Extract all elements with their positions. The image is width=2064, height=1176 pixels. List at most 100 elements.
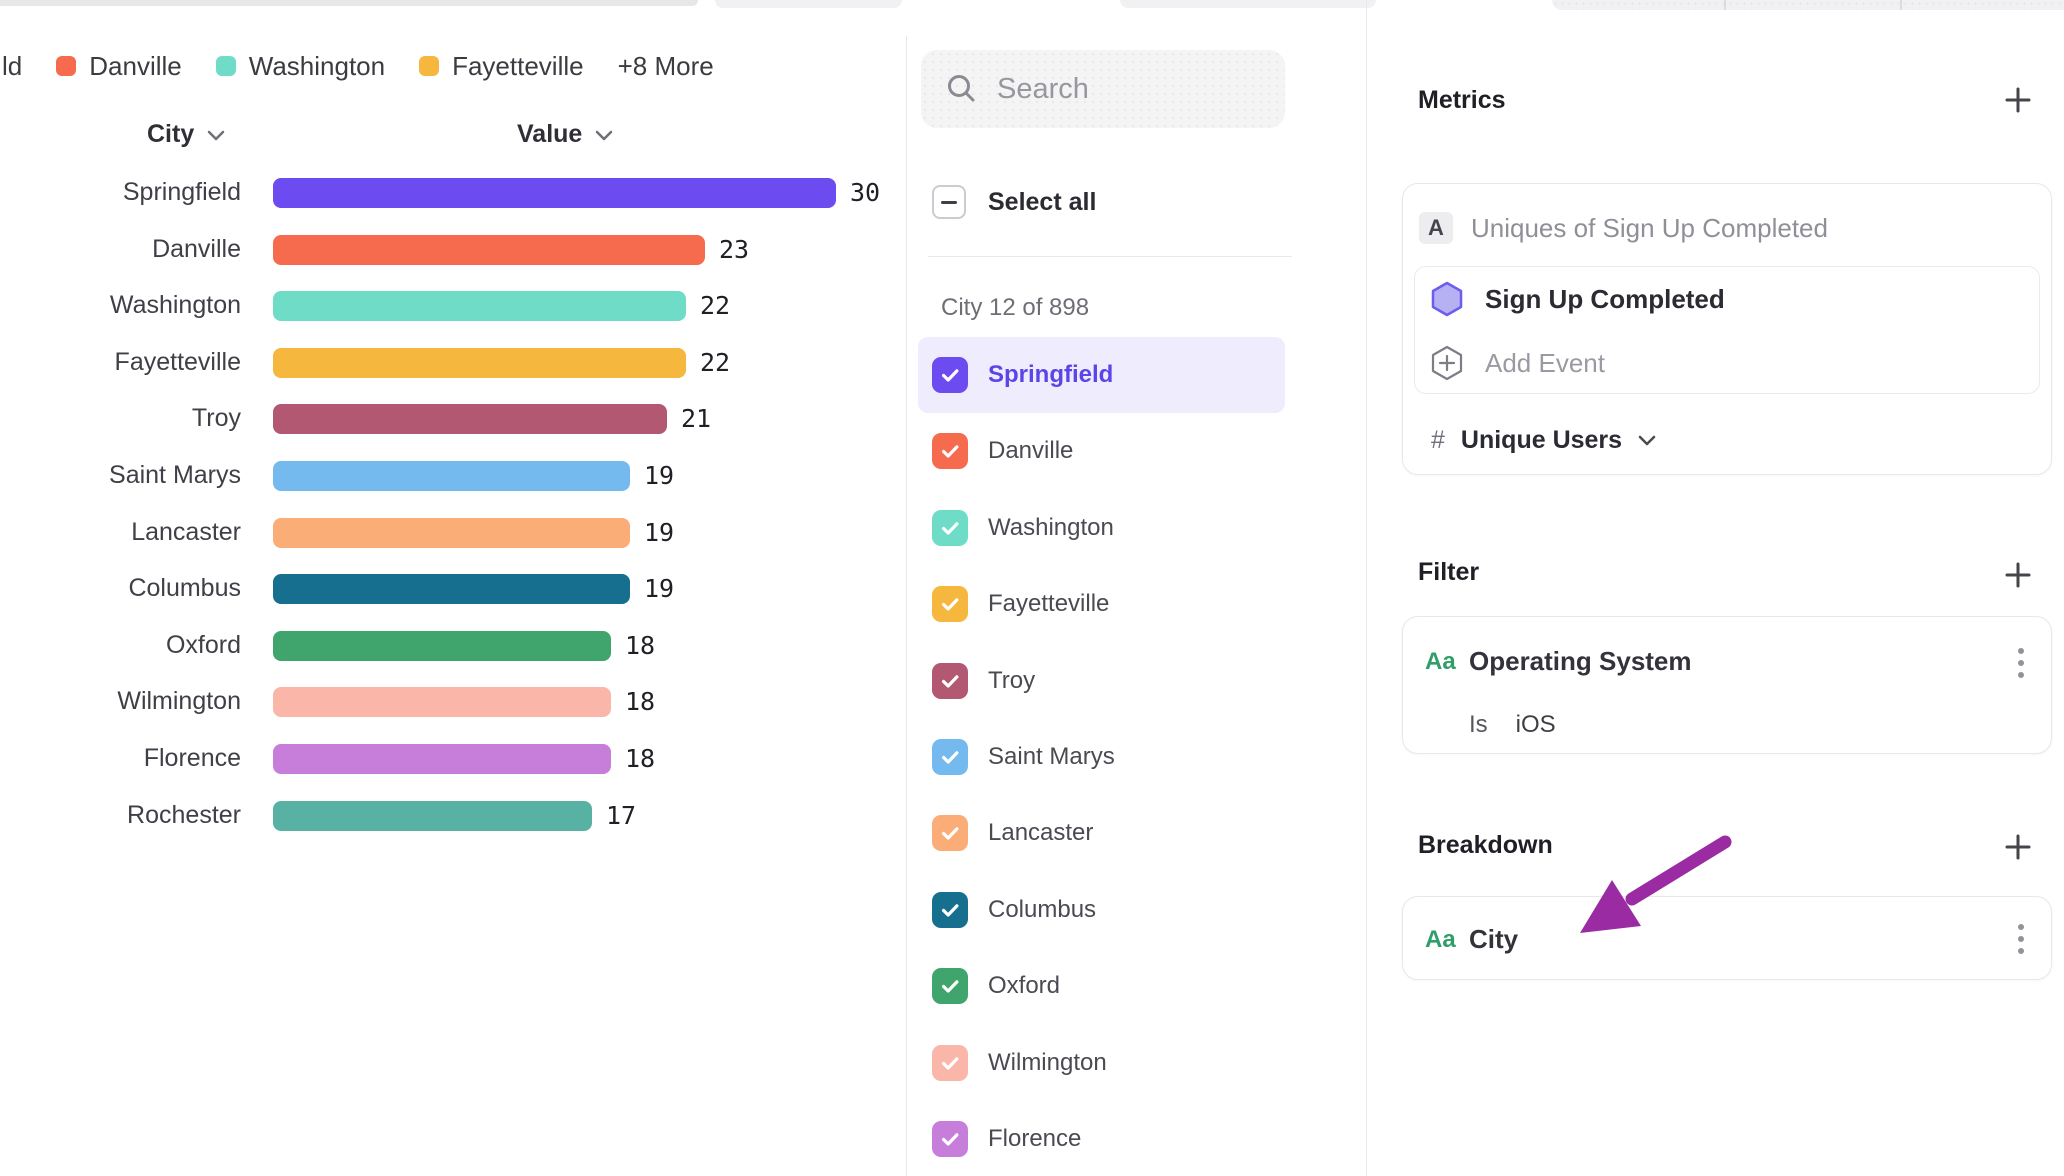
add-breakdown-button[interactable] [2002,831,2034,863]
add-metric-button[interactable] [2002,84,2034,116]
bar-label: Florence [143,744,241,772]
bar-row: Wilmington 18 [0,673,900,730]
legend-swatch [215,56,236,76]
indeterminate-minus-icon [941,200,957,204]
city-list-item[interactable]: Fayetteville [918,566,1285,642]
legend-item-clipped[interactable]: ld [2,50,23,81]
bar-value-label: 21 [681,404,712,433]
legend-item[interactable]: Fayetteville [419,51,584,82]
segment-divider [1724,0,1726,10]
breakdown-property-label[interactable]: City [1469,924,1519,954]
plus-icon [2005,87,2031,113]
bar[interactable] [273,177,836,208]
legend-swatch [419,56,440,76]
city-label: Troy [988,667,1036,694]
number-type-icon: # [1431,425,1445,454]
city-checkbox[interactable] [932,433,968,469]
bar-row: Oxford 18 [0,617,900,674]
add-event-label: Add Event [1485,347,1605,378]
legend-more-label[interactable]: +8 More [617,50,714,81]
breakdown-kebab-menu[interactable] [2017,924,2025,954]
city-list-item[interactable]: Lancaster [918,795,1285,871]
city-checkbox[interactable] [932,815,968,851]
metric-title: Uniques of Sign Up Completed [1471,212,1828,243]
add-filter-button[interactable] [2002,559,2034,591]
list-divider [928,256,1292,257]
event-hexagon-icon [1431,281,1463,317]
city-list-item[interactable]: Washington [918,490,1285,566]
bar-label: Oxford [165,631,241,659]
plus-icon [2005,562,2031,588]
select-all-label: Select all [988,187,1097,216]
search-input[interactable] [997,72,1265,106]
bar-row: Fayetteville 22 [0,334,900,391]
legend-item[interactable]: Washington [215,51,385,82]
legend-label: Danville [89,50,182,81]
city-list-item[interactable]: Danville [918,413,1285,489]
city-list-item[interactable]: Oxford [918,948,1285,1024]
city-checkbox[interactable] [932,586,968,622]
bar-value-label: 19 [644,574,675,603]
bar[interactable] [273,573,630,604]
select-all-checkbox[interactable] [932,185,966,219]
bar[interactable] [273,460,630,491]
legend-items: Danville Washington Fayetteville [56,51,584,82]
metric-header-row[interactable]: A Uniques of Sign Up Completed [1419,211,1828,245]
event-row[interactable]: Sign Up Completed [1431,267,1725,331]
column-header-city[interactable]: City [147,120,226,149]
bar[interactable] [273,686,611,717]
bar[interactable] [273,347,686,378]
filter-property-label[interactable]: Operating System [1469,646,1692,676]
column-header-value[interactable]: Value [517,120,614,149]
city-label: Springfield [988,361,1114,388]
add-event-row[interactable]: Add Event [1431,331,1605,395]
filter-operator[interactable]: Is [1469,711,1488,738]
filter-value[interactable]: iOS [1515,711,1556,738]
city-checkbox[interactable] [932,968,968,1004]
city-list-item[interactable]: Columbus [918,872,1285,948]
city-checkbox[interactable] [932,663,968,699]
bar-label: Springfield [122,178,241,206]
select-all-checkbox-row[interactable]: Select all [932,185,1096,219]
bar[interactable] [273,630,611,661]
column-header-value-label: Value [517,120,583,148]
bar-label: Fayetteville [114,348,241,376]
filter-clause[interactable]: Is iOS [1469,711,1556,739]
city-checkbox[interactable] [932,357,968,393]
bar[interactable] [273,234,705,265]
bar[interactable] [273,517,630,548]
bar-label: Lancaster [131,518,241,546]
city-list-item[interactable]: Troy [918,643,1285,719]
bar[interactable] [273,800,592,831]
check-icon [941,904,959,917]
clipped-toolbar-fragment [0,0,698,6]
city-checkbox[interactable] [932,1045,968,1081]
bar-value-label: 18 [625,687,656,716]
bar-label: Saint Marys [109,461,241,489]
check-icon [941,369,959,382]
bar-row: Troy 21 [0,390,900,447]
city-list-item[interactable]: Florence [918,1101,1285,1176]
bar[interactable] [273,290,686,321]
filter-kebab-menu[interactable] [2017,648,2025,678]
city-checkbox[interactable] [932,739,968,775]
bar[interactable] [273,743,611,774]
bar-label: Wilmington [117,687,241,715]
legend-item[interactable]: Danville [56,51,182,82]
city-list-item[interactable]: Saint Marys [918,719,1285,795]
bar[interactable] [273,403,667,434]
city-label: Danville [988,437,1074,464]
check-icon [941,1057,959,1070]
bar-label: Rochester [127,801,241,829]
city-label: Columbus [988,896,1097,923]
city-list-item[interactable]: Wilmington [918,1025,1285,1101]
city-checkbox[interactable] [932,1121,968,1157]
city-checkbox[interactable] [932,892,968,928]
city-list-item[interactable]: Springfield [918,337,1285,413]
check-icon [941,522,959,535]
chevron-down-icon [596,130,613,140]
text-property-icon: Aa [1425,926,1456,953]
city-checkbox[interactable] [932,510,968,546]
measure-dropdown[interactable]: # Unique Users [1431,424,1656,456]
check-icon [941,1133,959,1146]
